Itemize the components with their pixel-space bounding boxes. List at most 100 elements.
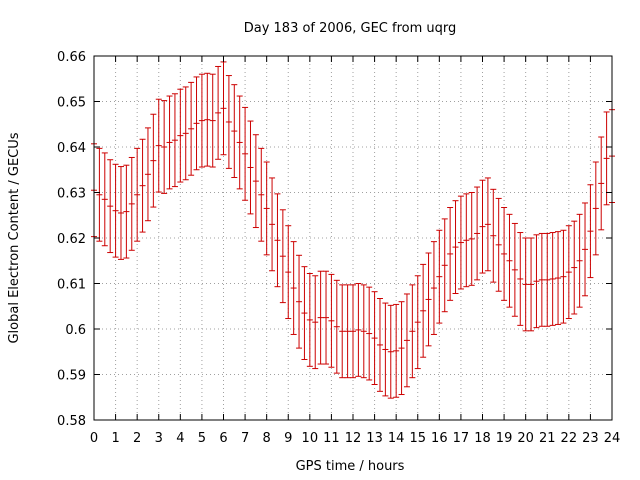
x-tick-label: 16	[431, 431, 448, 446]
error-bar-point	[355, 283, 362, 377]
y-tick-label: 0.63	[57, 187, 86, 202]
error-bar-point	[598, 136, 605, 231]
error-bar-point	[123, 164, 130, 259]
error-bar-point	[603, 111, 610, 206]
error-bar-point	[495, 197, 502, 292]
error-bar-point	[452, 200, 459, 295]
error-bar-point	[517, 232, 524, 326]
error-bar-point	[279, 209, 286, 304]
x-tick-label: 4	[176, 431, 184, 446]
y-tick-label: 0.59	[57, 369, 86, 384]
error-bar-point	[112, 163, 119, 258]
error-bar-point	[101, 152, 108, 247]
error-bar-point	[371, 291, 378, 386]
x-tick-label: 9	[284, 431, 292, 446]
error-bar-point	[252, 134, 259, 229]
error-bar-point	[107, 159, 114, 254]
error-bar-point	[198, 73, 205, 168]
y-tick-label: 0.6	[65, 323, 86, 338]
axis-ticks: 0 1 2 3 4 5 6 7 8 9 10 11 12 13 14 15 16 17 18 19 20 21 22 23 24…	[57, 50, 620, 446]
error-bar-point	[274, 193, 281, 288]
y-tick-label: 0.62	[57, 232, 86, 247]
chart-title: Day 183 of 2006, GEC from uqrg	[244, 21, 457, 36]
x-tick-label: 17	[453, 431, 470, 446]
error-bar-point	[403, 293, 410, 388]
error-bar-point	[576, 213, 583, 308]
x-tick-label: 21	[539, 431, 556, 446]
error-bar-point	[501, 207, 508, 301]
error-bar-point	[398, 301, 405, 396]
error-bar-point	[139, 138, 146, 233]
error-bar-point	[117, 166, 124, 260]
error-bar-point	[177, 88, 184, 183]
error-bar-point	[565, 225, 572, 320]
error-bar-point	[290, 241, 297, 335]
error-bar-point	[528, 237, 535, 332]
x-tick-label: 14	[388, 431, 405, 446]
y-tick-label: 0.64	[57, 141, 86, 156]
error-bar-point	[128, 156, 135, 251]
x-tick-label: 2	[133, 431, 141, 446]
error-bar-point	[511, 222, 518, 317]
error-bar-point	[301, 266, 308, 360]
error-bar-point	[436, 229, 443, 324]
error-bar-point	[414, 275, 421, 370]
error-bar-point	[350, 284, 356, 379]
error-bar-point	[490, 188, 497, 283]
error-bar-point	[555, 231, 562, 325]
error-bar-point	[182, 86, 189, 181]
error-bar-point	[242, 106, 249, 201]
error-bar-point	[225, 75, 232, 169]
error-bar-point	[425, 252, 432, 347]
error-bar-point	[306, 272, 313, 367]
error-bar-point	[209, 73, 216, 168]
y-axis-label: Global Electron Content / GECUs	[7, 132, 22, 343]
error-bar-point	[144, 127, 151, 222]
x-tick-label: 0	[90, 431, 98, 446]
x-tick-label: 10	[302, 431, 319, 446]
x-tick-label: 24	[604, 431, 621, 446]
y-tick-label: 0.61	[57, 278, 86, 293]
x-tick-label: 6	[219, 431, 227, 446]
error-bar-point	[420, 263, 427, 358]
x-tick-label: 18	[474, 431, 491, 446]
error-bar-point	[161, 100, 168, 194]
error-bar-point	[382, 302, 389, 397]
error-bar-point	[430, 241, 437, 335]
error-bar-point	[522, 237, 529, 332]
error-bar-point	[150, 113, 157, 208]
error-bar-point	[312, 275, 319, 370]
error-bar-point	[506, 213, 513, 308]
error-bar-point	[247, 120, 254, 215]
error-bar-point	[533, 234, 540, 329]
error-bar-point	[366, 286, 373, 381]
y-tick-label: 0.66	[57, 50, 86, 65]
error-bar-point	[468, 192, 475, 286]
x-tick-label: 8	[263, 431, 271, 446]
error-bar-point	[215, 65, 222, 160]
x-tick-label: 3	[155, 431, 163, 446]
x-tick-label: 11	[323, 431, 340, 446]
error-bar-point	[409, 284, 416, 379]
x-tick-label: 22	[561, 431, 578, 446]
error-bar-point	[220, 61, 227, 156]
error-bar-point	[258, 147, 265, 242]
x-tick-label: 12	[345, 431, 362, 446]
error-bar-point	[134, 147, 141, 242]
error-bar-point	[360, 284, 367, 379]
error-bar-point	[296, 254, 303, 349]
error-bar-point	[155, 98, 162, 193]
error-bar-point	[171, 93, 178, 188]
error-bar-point	[333, 279, 340, 374]
x-tick-label: 19	[496, 431, 513, 446]
error-bar-point	[263, 161, 270, 256]
error-bar-point	[587, 184, 594, 279]
error-bar-point	[285, 225, 292, 320]
error-bar-point	[339, 284, 346, 379]
error-bar-point	[96, 147, 103, 242]
series-layer	[91, 61, 615, 399]
error-bar-point	[538, 232, 545, 327]
error-bar-point	[193, 76, 200, 171]
error-bar-point	[317, 270, 324, 365]
